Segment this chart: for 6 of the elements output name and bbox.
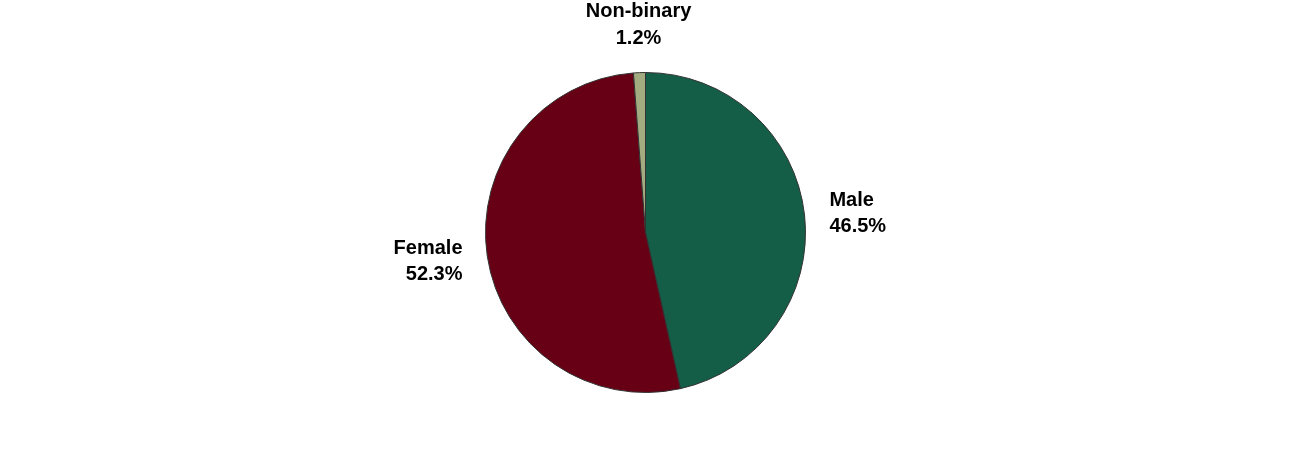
- data-label: 46.5%: [829, 214, 887, 237]
- slice-label: Non-binary: [585, 0, 693, 22]
- slice-label: Male: [829, 188, 874, 210]
- slice-label: Female: [393, 235, 463, 258]
- data-label: 52.3%: [405, 261, 463, 284]
- data-label: 1.2%: [615, 25, 662, 48]
